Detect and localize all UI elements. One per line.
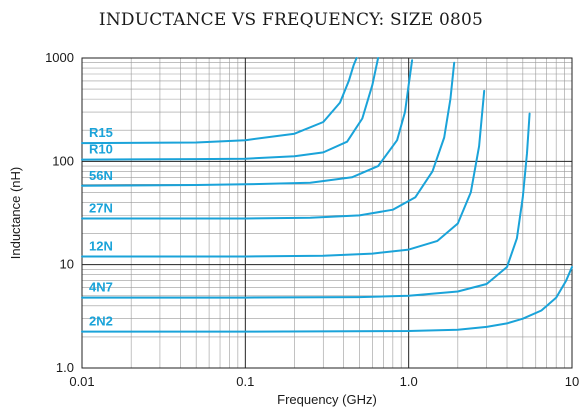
chart-title: INDUCTANCE VS FREQUENCY: SIZE 0805 bbox=[98, 10, 484, 30]
plot-frame bbox=[81, 57, 573, 369]
x-axis-label: Frequency (GHz) bbox=[277, 392, 377, 407]
series-label-12n: 12N bbox=[89, 238, 113, 253]
series-line-12n bbox=[81, 89, 486, 258]
minor-grid bbox=[82, 58, 572, 368]
y-tick-label: 1.0 bbox=[56, 360, 74, 375]
series-layer: R15 R10 56N 27N 12N 4N7 2N2 bbox=[81, 57, 573, 333]
series-label-2n2: 2N2 bbox=[89, 314, 113, 329]
x-tick-label: 10 bbox=[565, 374, 579, 389]
series-label-r15: R15 bbox=[89, 125, 113, 140]
x-tick-labels: 0.01 0.1 1.0 10 bbox=[69, 374, 579, 389]
series-line-2n2 bbox=[81, 266, 573, 333]
y-tick-label: 1000 bbox=[45, 50, 74, 65]
series-line-56n bbox=[81, 59, 414, 187]
major-grid bbox=[81, 57, 573, 369]
series-line-r15 bbox=[81, 57, 358, 145]
y-tick-labels: 1.0 10 100 1000 bbox=[45, 50, 74, 375]
y-tick-label: 100 bbox=[52, 153, 74, 168]
series-label-27n: 27N bbox=[89, 200, 113, 215]
x-tick-label: 0.1 bbox=[236, 374, 254, 389]
series-line-r10 bbox=[81, 57, 380, 161]
x-tick-label: 0.01 bbox=[69, 374, 94, 389]
x-tick-label: 1.0 bbox=[400, 374, 418, 389]
y-axis-label: Inductance (nH) bbox=[8, 167, 23, 260]
series-line-4n7 bbox=[81, 112, 531, 299]
series-label-r10: R10 bbox=[89, 142, 113, 157]
series-label-4n7: 4N7 bbox=[89, 280, 113, 295]
y-tick-label: 10 bbox=[60, 257, 74, 272]
series-label-56n: 56N bbox=[89, 168, 113, 183]
series-line-27n bbox=[81, 61, 456, 220]
